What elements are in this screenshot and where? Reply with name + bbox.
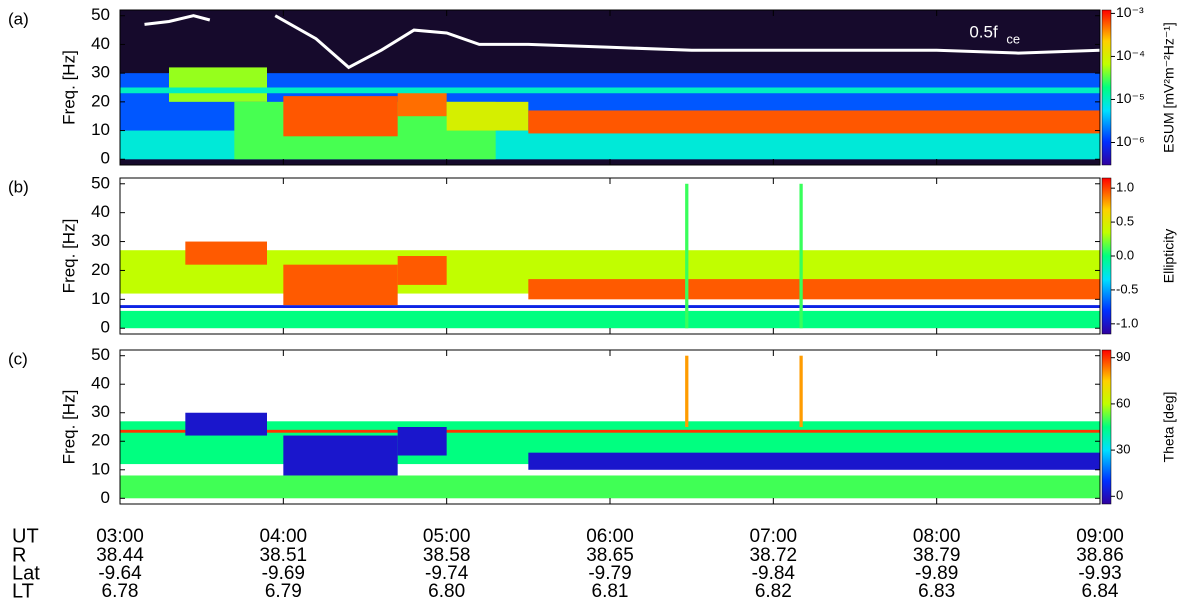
- y-tick-label: 20: [91, 431, 110, 450]
- spectrogram-cell: [120, 311, 1100, 328]
- row-value: 6.82: [755, 581, 792, 602]
- spectrogram-cell: [528, 279, 1100, 299]
- y-tick-label: 30: [91, 231, 110, 250]
- spectrogram-cell: [185, 242, 267, 265]
- row-value: 6.80: [428, 581, 465, 602]
- colorbar-tick-label: 10⁻⁴: [1116, 47, 1145, 63]
- colorbar-tick-label: 0.0: [1116, 247, 1134, 262]
- panel-label: (c): [8, 349, 28, 368]
- row-value: 6.84: [1082, 581, 1119, 602]
- colorbar-tick-label: 30: [1116, 442, 1130, 457]
- colorbar-tick-label: 0: [1116, 488, 1123, 503]
- spectrogram-cell: [185, 413, 267, 436]
- y-tick-label: 30: [91, 63, 110, 82]
- colorbar: [1102, 10, 1111, 165]
- y-axis-label: Freq. [Hz]: [59, 219, 78, 294]
- y-tick-label: 10: [91, 120, 110, 139]
- spectrogram-cell: [447, 102, 529, 131]
- spectrogram-cell: [685, 356, 688, 427]
- y-tick-label: 20: [91, 91, 110, 110]
- spectrogram-cell: [398, 256, 447, 285]
- row-value: 6.83: [918, 581, 955, 602]
- row-label: LT: [12, 580, 34, 602]
- colorbar-label: Ellipticity: [1161, 229, 1177, 283]
- colorbar-tick-label: 10⁻⁶: [1116, 133, 1145, 149]
- colorbar-tick-label: 10⁻³: [1116, 4, 1144, 20]
- colorbar-tick-label: 1.0: [1116, 180, 1134, 195]
- colorbar-label: Theta [deg]: [1161, 392, 1177, 463]
- spectrogram-cell: [685, 184, 688, 328]
- panel-label: (a): [8, 9, 29, 28]
- colorbar: [1102, 350, 1111, 504]
- row-value: 6.79: [265, 581, 302, 602]
- x-tick-label: 07:00: [750, 526, 798, 547]
- colorbar-tick-label: -1.0: [1116, 315, 1138, 330]
- spectrogram-cell: [398, 427, 447, 456]
- spectrogram-cell: [283, 436, 397, 476]
- y-tick-label: 10: [91, 289, 110, 308]
- y-tick-label: 40: [91, 202, 110, 221]
- y-tick-label: 50: [91, 173, 110, 192]
- row-value: 6.78: [102, 581, 139, 602]
- spectrogram-cell: [120, 88, 1100, 94]
- colorbar-tick-label: 0.5: [1116, 214, 1134, 229]
- y-axis-label: Freq. [Hz]: [59, 390, 78, 465]
- colorbar-tick-label: 90: [1116, 349, 1130, 364]
- spectrogram-cell: [120, 475, 1100, 498]
- row-value: 6.81: [592, 581, 629, 602]
- x-tick-label: 09:00: [1076, 526, 1124, 547]
- x-tick-label: 05:00: [423, 526, 471, 547]
- figure: 0.5f ce 0 10 20 30 40 50 (a) Freq. [Hz] 10⁻³ 10⁻⁴ 10…: [0, 0, 1186, 608]
- x-tick-label: 06:00: [586, 526, 634, 547]
- spectrogram-cell: [169, 67, 267, 101]
- annotation-subscript: ce: [1006, 31, 1020, 46]
- spectrogram-cell: [799, 184, 802, 328]
- colorbar-tick-label: -0.5: [1116, 281, 1138, 296]
- spectrogram-cell: [528, 110, 1100, 133]
- colorbar-tick-label: 60: [1116, 395, 1130, 410]
- annotation: 0.5f: [969, 22, 998, 41]
- x-tick-label: 08:00: [913, 526, 961, 547]
- y-tick-label: 20: [91, 260, 110, 279]
- x-tick-label: 03:00: [96, 526, 144, 547]
- y-tick-label: 30: [91, 402, 110, 421]
- x-tick-label: 04:00: [260, 526, 308, 547]
- spectrogram-cell: [283, 96, 397, 136]
- spectrogram-cell: [120, 305, 1100, 308]
- panel-label: (b): [8, 177, 29, 196]
- colorbar: [1102, 178, 1111, 334]
- y-tick-label: 50: [91, 345, 110, 364]
- spectrogram-cell: [528, 453, 1100, 470]
- y-tick-label: 0: [101, 488, 110, 507]
- y-tick-label: 40: [91, 374, 110, 393]
- spectrogram-cell: [799, 356, 802, 427]
- y-tick-label: 10: [91, 459, 110, 478]
- y-tick-label: 0: [101, 149, 110, 168]
- colorbar-label: ESUM [mV²m⁻²Hz⁻¹]: [1161, 22, 1177, 153]
- y-tick-label: 50: [91, 5, 110, 24]
- y-tick-label: 0: [101, 318, 110, 337]
- colorbar-tick-label: 10⁻⁵: [1116, 90, 1145, 106]
- y-axis-label: Freq. [Hz]: [59, 50, 78, 125]
- y-tick-label: 40: [91, 34, 110, 53]
- spectrogram-cell: [283, 265, 397, 305]
